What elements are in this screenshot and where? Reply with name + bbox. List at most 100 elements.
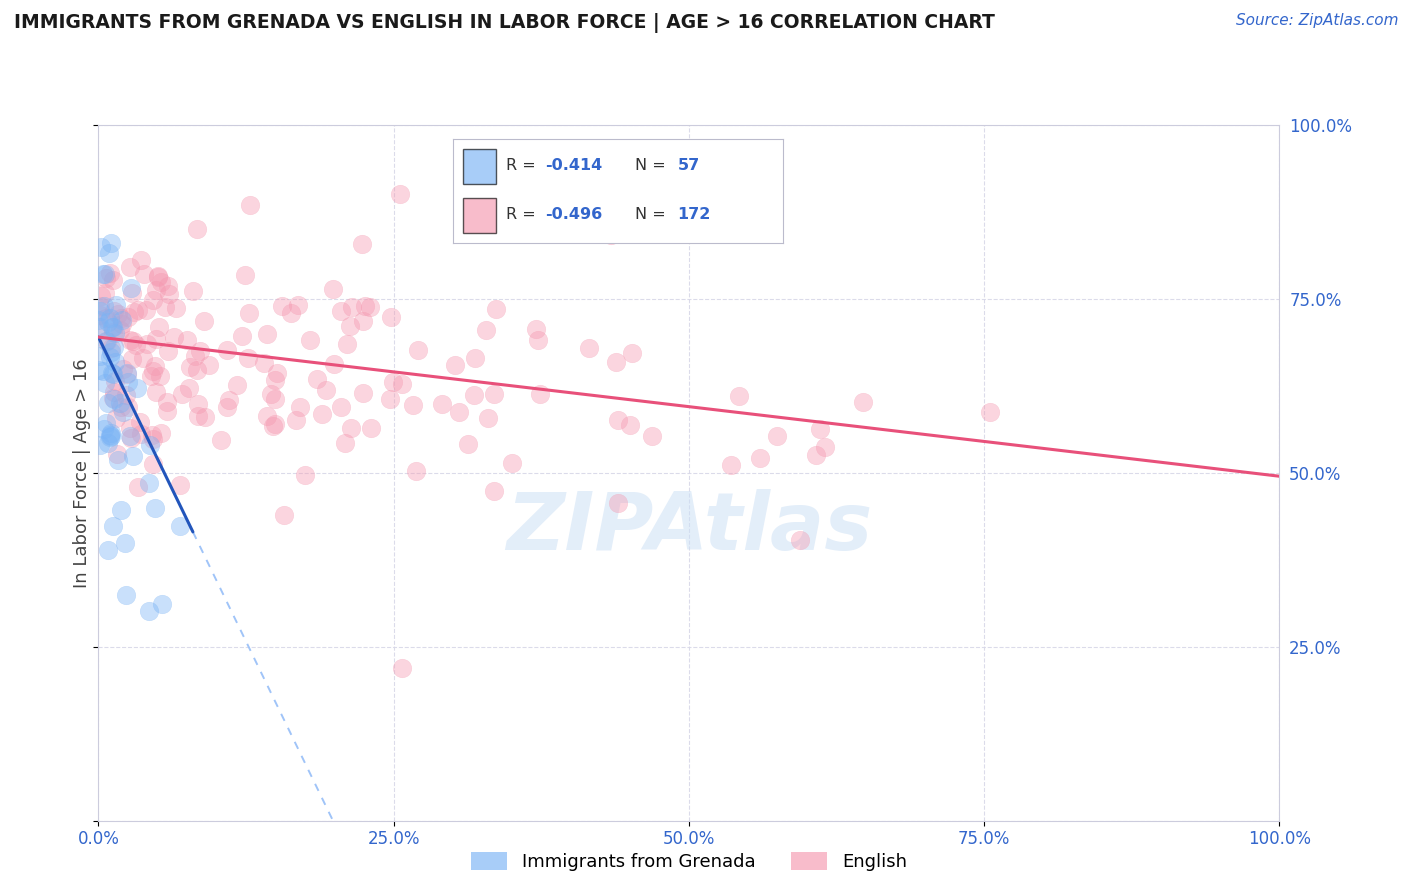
Point bbox=[457, 437, 479, 451]
Point bbox=[339, 318, 361, 333]
Point bbox=[100, 236, 122, 251]
Point bbox=[235, 268, 257, 282]
Point bbox=[169, 478, 191, 492]
Point bbox=[98, 350, 121, 364]
Point bbox=[477, 410, 499, 425]
Point bbox=[315, 383, 337, 397]
Point bbox=[93, 299, 115, 313]
Point bbox=[605, 355, 627, 369]
Point bbox=[322, 282, 344, 296]
Point bbox=[145, 283, 167, 297]
Point bbox=[101, 391, 124, 405]
Point bbox=[527, 333, 550, 347]
Point bbox=[103, 304, 125, 318]
Point bbox=[94, 311, 117, 326]
Point bbox=[186, 222, 208, 236]
Point bbox=[111, 405, 134, 419]
Point bbox=[288, 400, 311, 414]
Point bbox=[406, 343, 429, 357]
Point bbox=[94, 267, 117, 281]
Point bbox=[156, 404, 179, 418]
Point bbox=[122, 304, 145, 318]
Point bbox=[89, 349, 111, 363]
Point bbox=[256, 326, 278, 341]
Point bbox=[142, 458, 165, 472]
Point bbox=[336, 337, 359, 351]
Point bbox=[179, 360, 201, 375]
Point bbox=[607, 495, 630, 509]
Point bbox=[193, 314, 215, 328]
Point bbox=[720, 458, 742, 472]
Point bbox=[749, 451, 772, 466]
Point bbox=[329, 304, 352, 318]
Point bbox=[103, 340, 125, 354]
Point bbox=[100, 426, 122, 441]
Point bbox=[218, 392, 240, 407]
Point bbox=[98, 310, 121, 325]
Point bbox=[101, 320, 124, 334]
Point bbox=[141, 428, 163, 442]
Point bbox=[138, 438, 160, 452]
Point bbox=[134, 267, 156, 281]
Point bbox=[298, 333, 321, 347]
Point bbox=[145, 332, 167, 346]
Point bbox=[284, 413, 307, 427]
Point bbox=[443, 358, 465, 372]
Point bbox=[209, 433, 232, 447]
Point bbox=[89, 304, 111, 318]
Point bbox=[350, 236, 373, 251]
Point bbox=[112, 362, 135, 376]
Point bbox=[120, 431, 142, 445]
Point bbox=[380, 310, 402, 324]
Point bbox=[389, 187, 412, 202]
Point bbox=[405, 464, 427, 478]
Point bbox=[97, 315, 120, 329]
Text: ZIPAtlas: ZIPAtlas bbox=[506, 490, 872, 567]
Point bbox=[620, 346, 643, 360]
Point bbox=[215, 343, 238, 357]
Point bbox=[143, 501, 166, 516]
Point bbox=[98, 428, 121, 442]
Point bbox=[101, 367, 124, 381]
Point bbox=[464, 351, 486, 365]
Point bbox=[238, 306, 260, 320]
Point bbox=[129, 426, 152, 441]
Point bbox=[215, 400, 238, 414]
Point bbox=[103, 392, 125, 406]
Point bbox=[198, 358, 221, 372]
Point bbox=[270, 299, 292, 313]
Point bbox=[142, 432, 165, 446]
Point bbox=[105, 410, 128, 425]
Legend: Immigrants from Grenada, English: Immigrants from Grenada, English bbox=[464, 845, 914, 879]
Point bbox=[97, 396, 120, 410]
Point bbox=[501, 456, 523, 470]
Point bbox=[447, 405, 470, 419]
Point bbox=[127, 480, 149, 494]
Point bbox=[129, 253, 152, 268]
Point bbox=[90, 289, 112, 303]
Point bbox=[322, 357, 344, 371]
Point bbox=[524, 322, 547, 336]
Point bbox=[157, 286, 180, 301]
Point bbox=[360, 420, 382, 434]
Point bbox=[122, 334, 145, 348]
Point bbox=[804, 448, 827, 462]
Point bbox=[110, 503, 132, 517]
Point bbox=[256, 409, 278, 423]
Point bbox=[94, 271, 117, 285]
Point bbox=[142, 364, 165, 378]
Point bbox=[149, 425, 172, 440]
Point bbox=[100, 345, 122, 359]
Point bbox=[329, 400, 352, 414]
Point bbox=[97, 436, 120, 450]
Text: IMMIGRANTS FROM GRENADA VS ENGLISH IN LABOR FORCE | AGE > 16 CORRELATION CHART: IMMIGRANTS FROM GRENADA VS ENGLISH IN LA… bbox=[14, 13, 995, 33]
Point bbox=[266, 366, 288, 380]
Point bbox=[165, 301, 187, 315]
Point bbox=[105, 298, 128, 312]
Point bbox=[87, 320, 110, 334]
Point bbox=[142, 293, 165, 307]
Point bbox=[100, 341, 122, 355]
Point bbox=[87, 313, 110, 327]
Point bbox=[97, 246, 120, 260]
Point bbox=[110, 323, 132, 337]
